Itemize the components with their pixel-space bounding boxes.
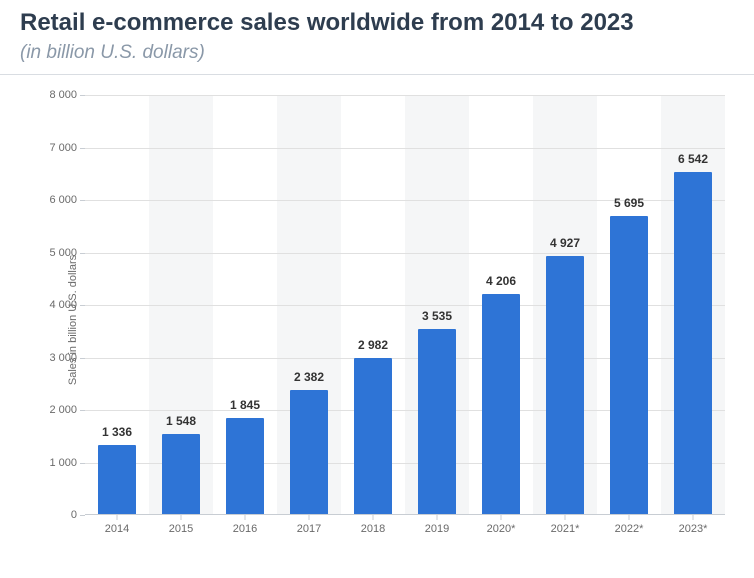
bar-value-label: 1 336 [102,425,132,439]
bar-value-label: 3 535 [422,309,452,323]
bar [354,358,391,515]
y-tick-label: 5 000 [49,247,85,259]
chart-title: Retail e-commerce sales worldwide from 2… [20,8,734,38]
y-tick-label: 4 000 [49,299,85,311]
bar-value-label: 4 927 [550,236,580,250]
y-tick-label: 8 000 [49,89,85,101]
x-tick-label: 2019 [425,515,449,535]
y-axis-label: Sales in billion U.S. dollars [67,255,79,385]
x-tick-label: 2023* [679,515,708,535]
bar [162,434,199,515]
x-tick-label: 2021* [551,515,580,535]
bar-value-label: 1 845 [230,398,260,412]
bar-value-label: 6 542 [678,152,708,166]
bar-value-label: 4 206 [486,274,516,288]
bar [482,294,519,515]
bar [546,256,583,515]
bar [98,445,135,515]
bar-value-label: 5 695 [614,196,644,210]
bar-value-label: 2 982 [358,338,388,352]
bar [674,172,711,515]
y-tick-label: 1 000 [49,457,85,469]
gridline [85,148,725,149]
bar-value-label: 1 548 [166,414,196,428]
y-tick-label: 0 [71,509,85,521]
plot-area: 1 336 1 548 1 845 2 382 2 982 3 535 4 206 4 927… [85,95,725,515]
chart-subtitle: (in billion U.S. dollars) [20,42,734,64]
bar [610,216,647,515]
bar-value-label: 2 382 [294,370,324,384]
chart-container: Sales in billion U.S. dollars 1 336 1 548… [10,85,744,555]
gridline [85,95,725,96]
divider [0,74,754,75]
x-tick-label: 2020* [487,515,516,535]
x-tick-label: 2016 [233,515,257,535]
y-tick-label: 7 000 [49,142,85,154]
y-tick-label: 3 000 [49,352,85,364]
x-tick-label: 2017 [297,515,321,535]
bar [418,329,455,515]
x-tick-label: 2018 [361,515,385,535]
y-tick-label: 2 000 [49,404,85,416]
bar [290,390,327,515]
x-tick-label: 2014 [105,515,129,535]
x-tick-label: 2015 [169,515,193,535]
bar [226,418,263,515]
y-tick-label: 6 000 [49,194,85,206]
x-tick-label: 2022* [615,515,644,535]
